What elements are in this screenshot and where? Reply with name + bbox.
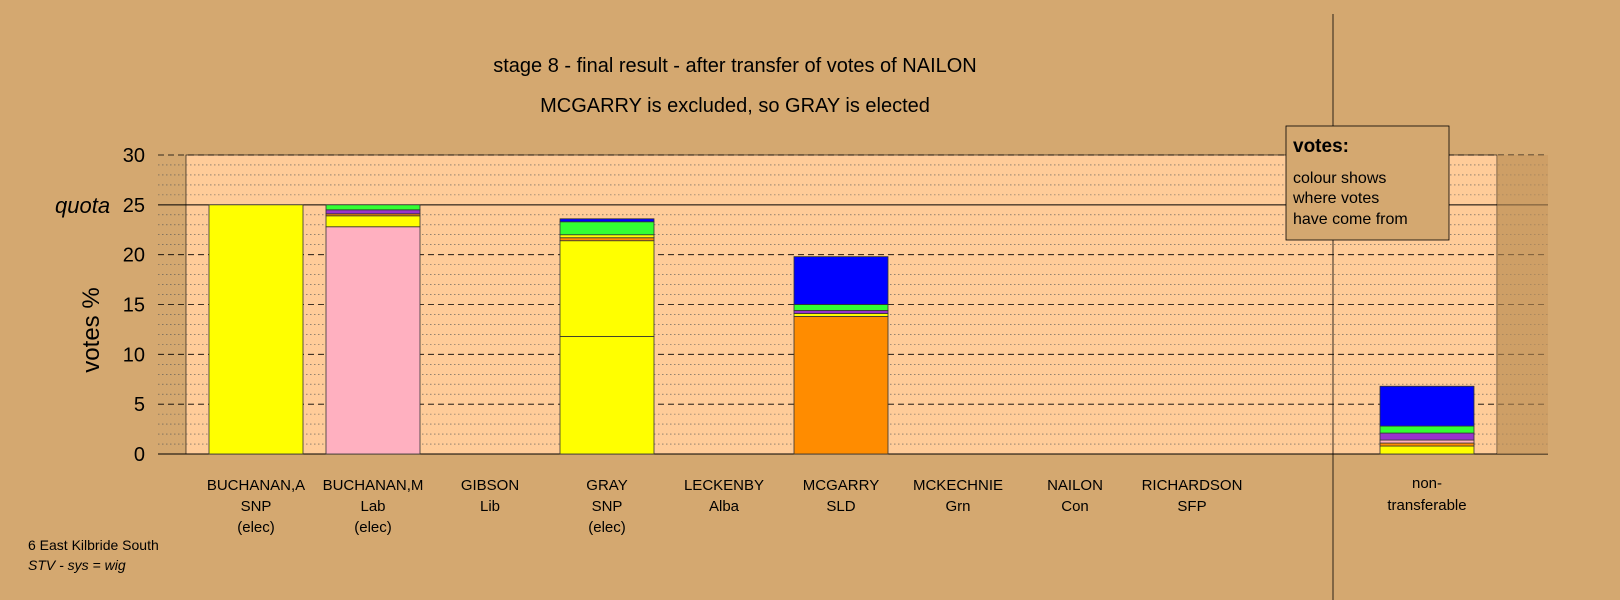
bar-buchanan-m-segment [325, 204, 421, 211]
nontransferable-label: transferable [1387, 497, 1466, 514]
bar-gray-segment [559, 240, 655, 337]
candidate-name: BUCHANAN,A [207, 477, 305, 494]
legend: votes: colour shows where votes have com… [1285, 125, 1450, 241]
quota-label: quota [55, 193, 110, 218]
nontransferable-label: non- [1412, 475, 1442, 492]
bar-buchanan-m-segment [325, 209, 421, 215]
bar-buchanan-a-segment [208, 204, 304, 455]
candidate-party: Lib [480, 498, 500, 515]
footer-system: STV - sys = wig [28, 557, 126, 573]
candidate-party: SNP [241, 498, 272, 515]
y-tick-label: 25 [123, 195, 145, 217]
y-tick-label: 5 [134, 394, 145, 416]
bar-buchanan-m-segment [325, 226, 421, 455]
candidate-name: LECKENBY [684, 477, 764, 494]
chart-title: stage 8 - final result - after transfer … [493, 55, 977, 77]
bar-mcgarry-segment [793, 304, 889, 311]
candidate-party: SFP [1177, 498, 1206, 515]
legend-line-3: have come from [1293, 211, 1408, 228]
legend-title: votes: [1293, 136, 1349, 157]
bar-nontransferable-segment [1379, 425, 1475, 434]
candidate-name: NAILON [1047, 477, 1103, 494]
x-axis-labels: BUCHANAN,A SNP (elec) BUCHANAN,M Lab (elec) GI… [207, 475, 1467, 536]
y-tick-label: 20 [123, 245, 145, 267]
chart-subtitle: MCGARRY is excluded, so GRAY is elected [540, 95, 930, 117]
legend-line-1: colour shows [1293, 170, 1386, 187]
candidate-party: Alba [709, 498, 740, 515]
candidate-party: Grn [945, 498, 970, 515]
y-axis-label: votes % [78, 287, 105, 372]
bars [208, 204, 1475, 455]
y-tick-label: 10 [123, 344, 145, 366]
candidate-status: (elec) [354, 519, 392, 536]
candidate-status: (elec) [237, 519, 275, 536]
legend-box [1285, 125, 1450, 241]
candidate-name: MCKECHNIE [913, 477, 1003, 494]
footer-constituency: 6 East Kilbride South [28, 537, 159, 553]
bar-mcgarry-segment [793, 313, 889, 317]
y-tick-label: 30 [123, 145, 145, 167]
bar-mcgarry-segment [793, 316, 889, 455]
candidate-party: Lab [360, 498, 385, 515]
bar-mcgarry-segment [793, 256, 889, 305]
bar-nontransferable-segment [1379, 445, 1475, 455]
bar-nontransferable-segment [1379, 439, 1475, 444]
candidate-name: MCGARRY [803, 477, 879, 494]
bar-buchanan-m-segment [325, 215, 421, 228]
legend-line-2: where votes [1292, 190, 1379, 207]
candidate-name: GRAY [586, 477, 627, 494]
candidate-party: SLD [826, 498, 855, 515]
candidate-name: GIBSON [461, 477, 519, 494]
y-axis: 0 5 10 15 20 25 30 quota [55, 145, 145, 466]
candidate-party: SNP [592, 498, 623, 515]
candidate-status: (elec) [588, 519, 626, 536]
bar-nontransferable-segment [1379, 432, 1475, 441]
bar-gray-segment [559, 218, 655, 223]
bar-mcgarry-segment [793, 310, 889, 314]
bar-gray-segment [559, 221, 655, 236]
y-tick-label: 15 [123, 295, 145, 317]
y-tick-label: 0 [134, 444, 145, 466]
right-margin-shade [1497, 155, 1548, 454]
bar-nontransferable-segment [1379, 442, 1475, 447]
bar-nontransferable-segment [1379, 385, 1475, 427]
bar-gray-segment [559, 335, 655, 455]
candidate-party: Con [1061, 498, 1089, 515]
candidate-name: BUCHANAN,M [323, 477, 424, 494]
bar-gray-segment [559, 234, 655, 239]
candidate-name: RICHARDSON [1142, 477, 1243, 494]
bar-gray-segment [559, 237, 655, 242]
